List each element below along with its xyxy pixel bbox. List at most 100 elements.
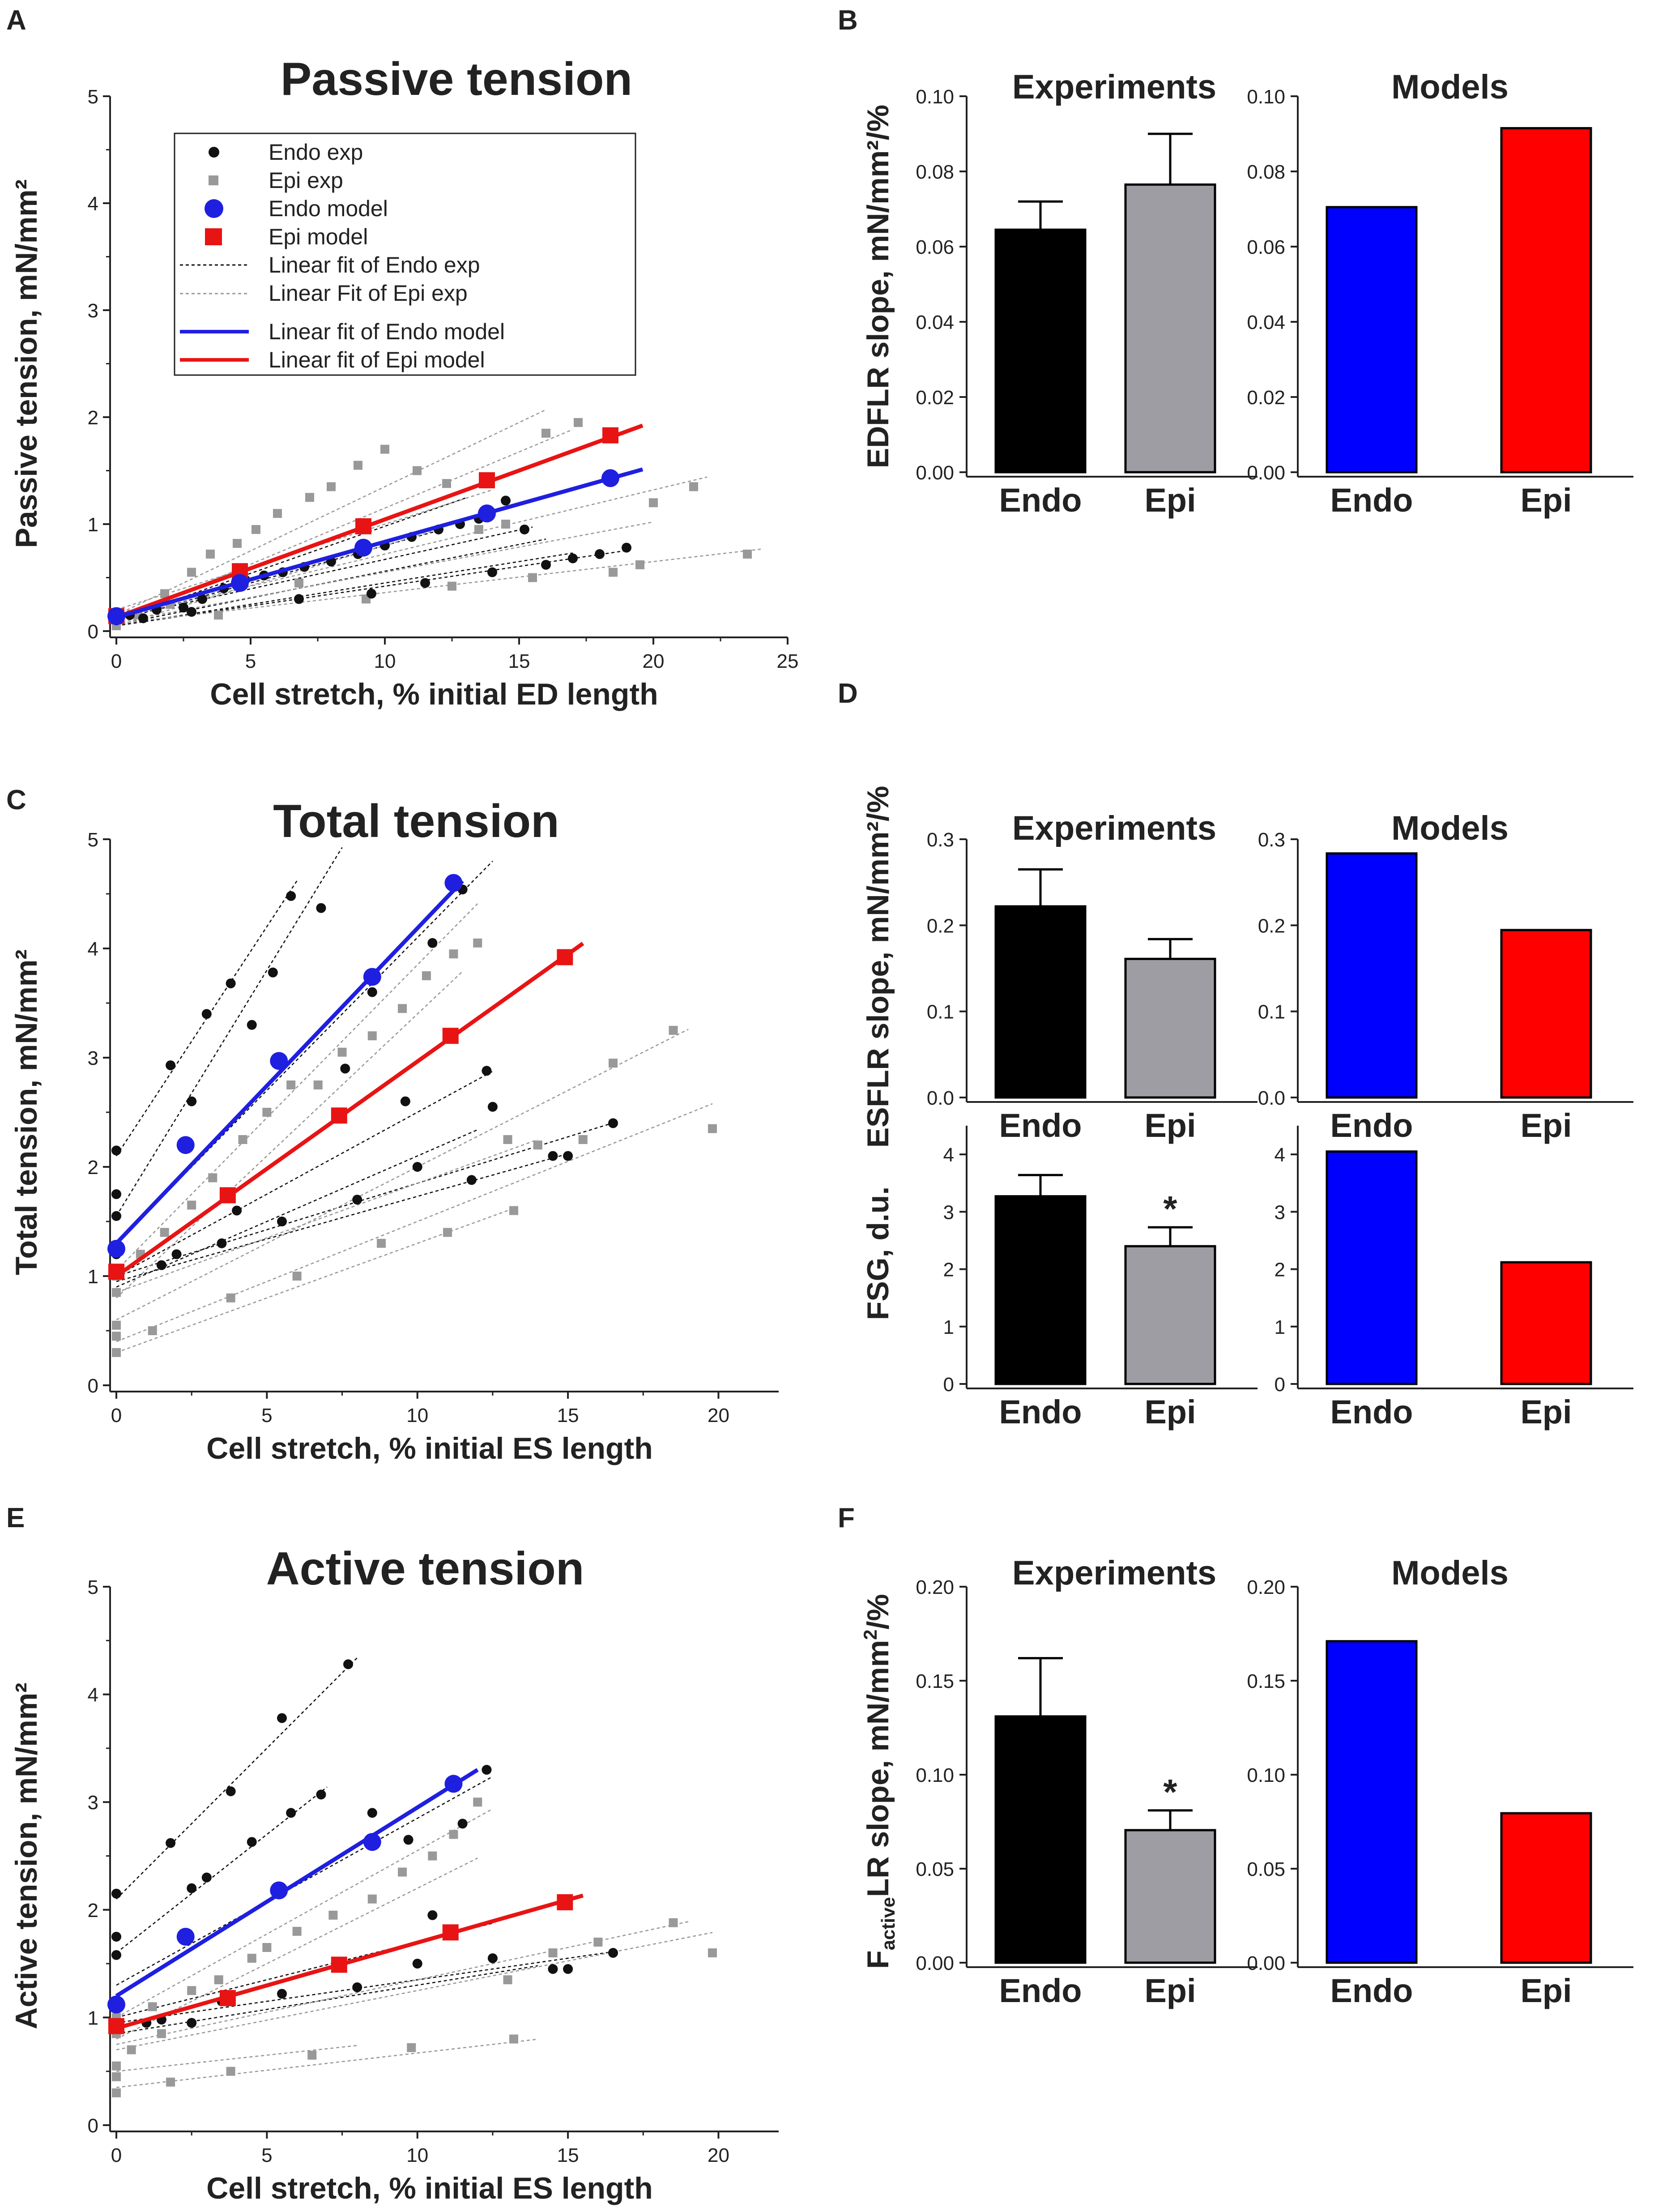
legend-label-fit-epi-exp: Linear Fit of Epi exp: [269, 281, 468, 306]
point-epi-exp: [548, 1948, 558, 1958]
point-epi-exp: [377, 1238, 386, 1248]
fit-line-endo-exp: [116, 1153, 568, 1282]
point-epi-exp: [442, 479, 451, 488]
y-tick-label: 0: [943, 1374, 954, 1396]
point-endo-model: [478, 504, 496, 523]
point-endo-exp: [608, 1948, 618, 1958]
fit-line-endo-model: [115, 467, 644, 619]
bar-endo: [1326, 1150, 1418, 1385]
point-epi-exp: [262, 1943, 272, 1952]
point-endo-exp: [138, 613, 148, 623]
point-epi-exp: [226, 2067, 235, 2076]
y-tick-label: 0.0: [1258, 1087, 1285, 1109]
point-endo-exp: [187, 606, 196, 617]
y-tick-label: 4: [88, 193, 98, 215]
point-endo-exp: [427, 938, 438, 948]
point-endo-exp: [277, 1217, 287, 1226]
y-tick-label: 1: [88, 1266, 98, 1288]
y-tick-label: 1: [88, 514, 98, 536]
point-endo-model: [363, 1833, 381, 1851]
point-endo-exp: [187, 1883, 197, 1893]
point-endo-exp: [563, 1964, 573, 1974]
y-tick-label: 0: [1275, 1374, 1285, 1396]
y-tick-label: 0.3: [927, 829, 954, 851]
y-tick-label: 2: [88, 1157, 98, 1179]
y-tick-label: 0.10: [1247, 1764, 1285, 1786]
fit-line-endo-exp: [116, 1071, 493, 1277]
point-endo-exp: [548, 1151, 558, 1161]
point-epi-model: [602, 427, 618, 444]
point-epi-exp: [574, 418, 583, 427]
point-epi-exp: [206, 549, 215, 559]
point-epi-model: [331, 1956, 347, 1973]
y-tick-label: 0.05: [1247, 1858, 1285, 1880]
category-label-endo: Endo: [1330, 1107, 1413, 1144]
point-epi-model: [108, 1264, 124, 1280]
y-axis-label: Passive tension, mN/mm²: [9, 179, 43, 548]
point-endo-model: [176, 1927, 195, 1946]
y-tick-label: 0.10: [916, 1764, 954, 1786]
y-tick-label: 0.20: [1247, 1576, 1285, 1598]
point-epi-exp: [354, 461, 362, 470]
panel-letter-d: D: [838, 678, 858, 709]
point-epi-exp: [443, 1228, 452, 1237]
point-endo-exp: [197, 594, 207, 604]
legend-label-fit-endo-model: Linear fit of Endo model: [269, 319, 505, 344]
fit-line-endo-exp: [115, 847, 343, 1217]
y-tick-label: 2: [88, 407, 98, 429]
point-epi-exp: [112, 1332, 121, 1341]
point-endo-model: [107, 607, 125, 625]
point-endo-exp: [520, 524, 529, 534]
point-endo-exp: [277, 1713, 287, 1723]
bar-endo: [994, 228, 1087, 474]
fit-line-epi-exp: [116, 409, 546, 616]
legend-marker-endo-exp: [209, 147, 219, 158]
point-epi-exp: [649, 498, 658, 508]
point-epi-exp: [635, 560, 644, 569]
y-tick-label: 5: [88, 829, 98, 851]
x-tick-label: 20: [643, 650, 665, 672]
point-epi-exp: [367, 1031, 377, 1041]
point-epi-exp: [112, 1320, 121, 1330]
point-epi-model: [355, 518, 371, 534]
point-epi-exp: [328, 1910, 338, 1920]
point-endo-exp: [482, 1765, 492, 1775]
point-epi-exp: [252, 525, 260, 534]
point-endo-exp: [608, 1118, 618, 1128]
panel-letter-a: A: [6, 5, 26, 36]
bar-endo: [1326, 206, 1418, 474]
point-epi-model: [331, 1107, 347, 1124]
y-tick-label: 3: [88, 300, 98, 322]
point-epi-exp: [578, 1135, 588, 1144]
fit-line-epi-exp: [116, 2045, 358, 2072]
chart-subtitle: Models: [1391, 1554, 1509, 1592]
y-tick-label: 3: [1275, 1201, 1285, 1223]
fit-line-endo-exp: [116, 1776, 493, 1986]
point-epi-exp: [708, 1124, 717, 1133]
legend-label-endo-exp: Endo exp: [269, 140, 363, 165]
y-tick-label: 0.0: [927, 1087, 954, 1109]
y-tick-label: 5: [88, 1576, 98, 1598]
category-label-endo: Endo: [1330, 1393, 1413, 1431]
point-endo-model: [176, 1136, 195, 1154]
y-tick-label: 0.08: [1247, 161, 1285, 183]
x-axis-label: Cell stretch, % initial ES length: [206, 1431, 653, 1465]
y-axis-label-factive: FactiveLR slope, mN/mm2/%: [860, 1594, 899, 1969]
panel-c-total-tension: Total tension 0 1 2 3 4 5 0 5 10 15 20 Cell stretch,…: [9, 795, 779, 1465]
fit-line-endo-exp: [116, 550, 627, 627]
legend-label-epi-model: Epi model: [269, 224, 368, 249]
chart-subtitle: Experiments: [1012, 68, 1216, 106]
bar-epi: [1124, 1829, 1216, 1964]
point-endo-exp: [352, 1195, 362, 1205]
y-tick-label: 0.15: [1247, 1670, 1285, 1692]
point-endo-exp: [111, 1950, 121, 1960]
x-tick-label: 5: [261, 2144, 272, 2166]
point-epi-exp: [413, 466, 422, 475]
point-epi-exp: [307, 2050, 317, 2060]
legend: Endo exp Epi exp Endo model Epi model Li…: [174, 132, 636, 376]
bar-endo: [1326, 852, 1418, 1099]
point-endo-exp: [541, 559, 551, 570]
point-endo-exp: [226, 978, 236, 989]
point-endo-exp: [563, 1151, 573, 1161]
panel-letter-c: C: [6, 785, 26, 816]
